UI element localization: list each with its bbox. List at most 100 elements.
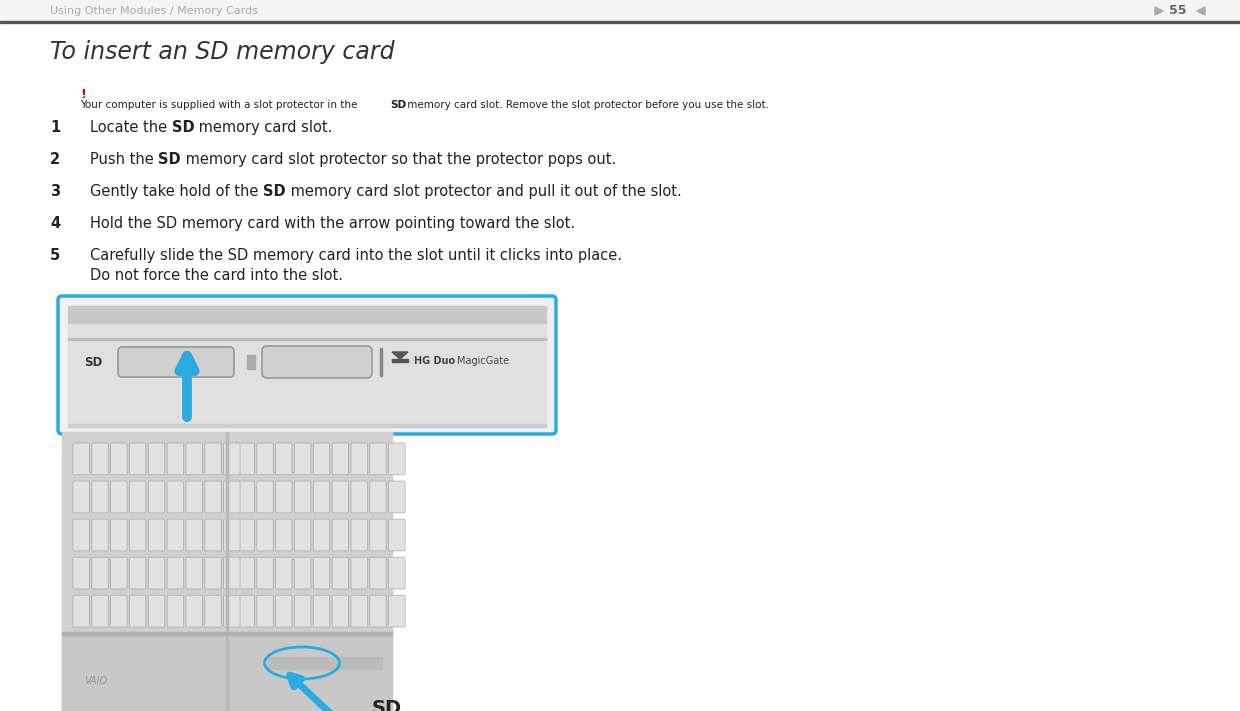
FancyBboxPatch shape (223, 557, 241, 589)
FancyBboxPatch shape (388, 595, 405, 627)
FancyBboxPatch shape (238, 481, 254, 513)
FancyBboxPatch shape (186, 519, 202, 551)
FancyBboxPatch shape (186, 481, 202, 513)
Bar (62, 632, 392, 711)
FancyBboxPatch shape (332, 519, 348, 551)
FancyBboxPatch shape (370, 443, 386, 475)
FancyBboxPatch shape (129, 557, 146, 589)
FancyBboxPatch shape (167, 557, 184, 589)
FancyBboxPatch shape (58, 296, 556, 434)
FancyBboxPatch shape (205, 557, 221, 589)
FancyBboxPatch shape (110, 557, 126, 589)
FancyBboxPatch shape (167, 519, 184, 551)
FancyBboxPatch shape (257, 481, 273, 513)
FancyBboxPatch shape (129, 595, 146, 627)
FancyBboxPatch shape (257, 557, 273, 589)
Text: To insert an SD memory card: To insert an SD memory card (50, 40, 394, 64)
Text: SD: SD (391, 100, 407, 110)
FancyBboxPatch shape (295, 519, 311, 551)
Text: 3: 3 (50, 184, 60, 199)
FancyBboxPatch shape (295, 557, 311, 589)
FancyBboxPatch shape (370, 481, 386, 513)
FancyBboxPatch shape (388, 557, 405, 589)
FancyBboxPatch shape (295, 595, 311, 627)
FancyBboxPatch shape (92, 481, 108, 513)
FancyBboxPatch shape (238, 557, 254, 589)
Text: memory card slot. Remove the slot protector before you use the slot.: memory card slot. Remove the slot protec… (404, 100, 769, 110)
FancyBboxPatch shape (110, 519, 126, 551)
FancyBboxPatch shape (118, 347, 234, 377)
FancyBboxPatch shape (149, 557, 165, 589)
FancyBboxPatch shape (205, 519, 221, 551)
FancyBboxPatch shape (149, 519, 165, 551)
FancyBboxPatch shape (129, 443, 146, 475)
FancyBboxPatch shape (351, 481, 367, 513)
Text: 1: 1 (50, 120, 61, 135)
Text: SD: SD (84, 356, 102, 368)
FancyBboxPatch shape (73, 519, 89, 551)
FancyBboxPatch shape (167, 481, 184, 513)
Text: 55: 55 (1169, 4, 1187, 18)
Text: MagicGate: MagicGate (458, 356, 510, 366)
FancyBboxPatch shape (370, 519, 386, 551)
FancyBboxPatch shape (275, 443, 293, 475)
FancyBboxPatch shape (314, 557, 330, 589)
Bar (0, 0, 1240, 22)
Text: Hold the SD memory card with the arrow pointing toward the slot.: Hold the SD memory card with the arrow p… (91, 216, 575, 231)
Text: Your computer is supplied with a slot protector in the: Your computer is supplied with a slot pr… (81, 100, 361, 110)
FancyBboxPatch shape (73, 481, 89, 513)
FancyBboxPatch shape (275, 481, 293, 513)
Text: !: ! (81, 88, 86, 101)
Text: memory card slot protector so that the protector pops out.: memory card slot protector so that the p… (181, 152, 616, 167)
FancyBboxPatch shape (167, 595, 184, 627)
FancyBboxPatch shape (370, 595, 386, 627)
FancyBboxPatch shape (351, 443, 367, 475)
Text: SD: SD (263, 184, 285, 199)
FancyBboxPatch shape (149, 595, 165, 627)
FancyBboxPatch shape (73, 443, 89, 475)
FancyBboxPatch shape (73, 595, 89, 627)
Bar (226, 432, 228, 711)
FancyBboxPatch shape (205, 595, 221, 627)
Text: memory card slot protector and pull it out of the slot.: memory card slot protector and pull it o… (285, 184, 681, 199)
FancyBboxPatch shape (223, 595, 241, 627)
Text: Do not force the card into the slot.: Do not force the card into the slot. (91, 268, 343, 283)
Text: SD: SD (159, 152, 181, 167)
FancyBboxPatch shape (186, 443, 202, 475)
FancyBboxPatch shape (223, 519, 241, 551)
FancyBboxPatch shape (149, 481, 165, 513)
FancyBboxPatch shape (205, 443, 221, 475)
FancyBboxPatch shape (388, 519, 405, 551)
Text: VAIO: VAIO (84, 676, 107, 686)
FancyBboxPatch shape (223, 481, 241, 513)
FancyBboxPatch shape (332, 481, 348, 513)
FancyBboxPatch shape (186, 557, 202, 589)
Polygon shape (1154, 7, 1163, 15)
Text: SD: SD (172, 120, 195, 135)
FancyBboxPatch shape (275, 519, 293, 551)
Bar (392, 359, 408, 361)
FancyBboxPatch shape (295, 481, 311, 513)
Bar (68, 324, 546, 424)
FancyBboxPatch shape (205, 481, 221, 513)
Text: 2: 2 (50, 152, 60, 167)
Bar (62, 432, 392, 711)
Bar (0, 21, 1240, 23)
FancyBboxPatch shape (110, 443, 126, 475)
FancyBboxPatch shape (257, 443, 273, 475)
FancyBboxPatch shape (370, 557, 386, 589)
FancyBboxPatch shape (186, 595, 202, 627)
FancyBboxPatch shape (332, 557, 348, 589)
FancyBboxPatch shape (257, 595, 273, 627)
FancyBboxPatch shape (238, 519, 254, 551)
FancyBboxPatch shape (314, 519, 330, 551)
FancyBboxPatch shape (314, 481, 330, 513)
Bar (68, 338, 546, 339)
Polygon shape (392, 352, 408, 359)
FancyBboxPatch shape (332, 595, 348, 627)
FancyBboxPatch shape (388, 443, 405, 475)
Bar (267, 657, 382, 669)
FancyBboxPatch shape (351, 557, 367, 589)
Bar (247, 355, 255, 369)
FancyBboxPatch shape (332, 443, 348, 475)
